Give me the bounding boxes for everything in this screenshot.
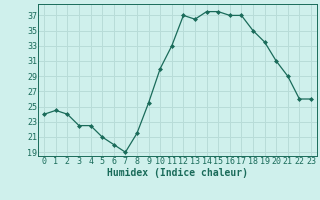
- X-axis label: Humidex (Indice chaleur): Humidex (Indice chaleur): [107, 168, 248, 178]
